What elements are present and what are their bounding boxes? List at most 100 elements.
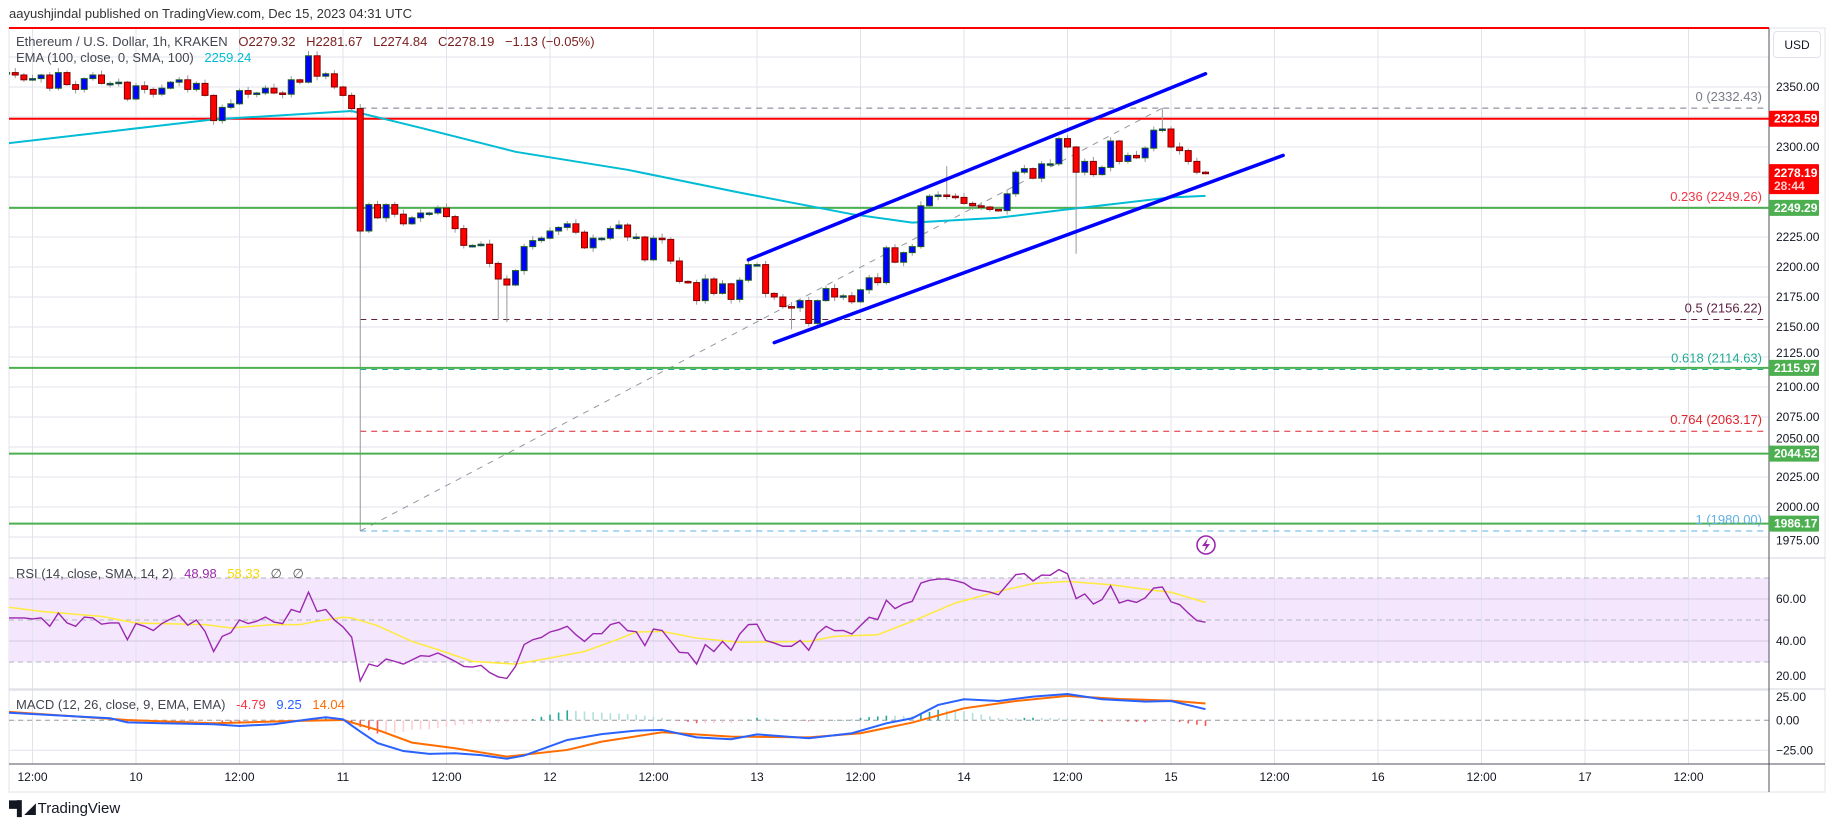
macd-histogram-bar bbox=[497, 720, 500, 723]
candle-up bbox=[80, 78, 88, 90]
candle-up bbox=[218, 106, 226, 122]
fib-level-label: 0.764 (2063.17) bbox=[1670, 412, 1762, 427]
candle-up bbox=[1158, 128, 1166, 131]
macd-histogram-bar bbox=[195, 720, 198, 722]
macd-histogram-bar bbox=[971, 712, 974, 721]
macd-histogram-bar bbox=[980, 714, 983, 721]
macd-histogram-bar bbox=[954, 710, 957, 721]
candle-down bbox=[951, 195, 959, 199]
ema-value: 2259.24 bbox=[204, 50, 252, 65]
candle-up bbox=[1098, 166, 1106, 176]
candle-down bbox=[1184, 150, 1192, 162]
candle-up bbox=[632, 236, 640, 239]
price-tag: 2323.59 bbox=[1774, 112, 1818, 126]
candle-up bbox=[546, 230, 554, 239]
published-caption: aayushjindal published on TradingView.co… bbox=[9, 6, 413, 21]
macd-legend[interactable]: MACD (12, 26, close, 9, EMA, EMA) -4.79 … bbox=[16, 697, 352, 712]
candle-down bbox=[123, 81, 131, 100]
rsi-line bbox=[9, 568, 1206, 684]
candle-down bbox=[63, 72, 71, 86]
macd-histogram-bar bbox=[523, 720, 525, 722]
candle-down bbox=[460, 228, 468, 246]
macd-histogram-bar bbox=[488, 720, 491, 723]
macd-histogram-bar bbox=[928, 711, 931, 721]
candle-up bbox=[477, 243, 485, 247]
candle-up bbox=[305, 55, 312, 83]
channel-upper-line[interactable] bbox=[746, 72, 1208, 262]
price-axis-label: 2150.00 bbox=[1776, 320, 1820, 334]
candle-up bbox=[598, 237, 606, 241]
macd-histogram-bar bbox=[661, 717, 663, 721]
macd-histogram-bar bbox=[540, 716, 543, 721]
ema-legend[interactable]: EMA (100, close, 0, SMA, 100) 2259.24 bbox=[16, 50, 258, 65]
candle-up bbox=[822, 288, 830, 302]
candle-down bbox=[494, 262, 502, 280]
close-value: C2278.19 bbox=[437, 34, 495, 49]
candle-up bbox=[158, 87, 166, 95]
price-axis-label: 2175.00 bbox=[1776, 290, 1820, 304]
rsi-ma-line bbox=[9, 580, 1206, 665]
candle-up bbox=[1012, 171, 1020, 195]
candle-down bbox=[374, 204, 381, 219]
macd-histogram-bar bbox=[1178, 720, 1181, 723]
macd-histogram-bar bbox=[963, 711, 965, 721]
macd-histogram-bar bbox=[1161, 720, 1164, 722]
candle-up bbox=[167, 81, 174, 89]
macd-histogram-bar bbox=[730, 720, 732, 723]
rsi-legend[interactable]: RSI (14, close, SMA, 14, 2) 48.98 58.33 … bbox=[16, 566, 311, 582]
price-axis-label: 1975.00 bbox=[1776, 534, 1820, 548]
open-value: O2279.32 bbox=[238, 34, 296, 49]
candle-down bbox=[995, 208, 1002, 212]
candle-down bbox=[201, 82, 209, 96]
symbol-legend: Ethereum / U.S. Dollar, 1h, KRAKEN O2279… bbox=[16, 34, 602, 49]
price-axis-label: 2200.00 bbox=[1776, 260, 1820, 274]
currency-button[interactable]: USD bbox=[1773, 31, 1821, 58]
candle-up bbox=[106, 82, 114, 86]
macd-histogram-bar bbox=[816, 720, 819, 721]
price-tag: 2044.52 bbox=[1774, 447, 1818, 461]
candle-down bbox=[1072, 146, 1080, 173]
candle-down bbox=[1115, 140, 1123, 162]
macd-histogram-bar bbox=[100, 719, 103, 721]
candle-up bbox=[0, 73, 1, 75]
candle-up bbox=[132, 85, 140, 100]
macd-histogram-bar bbox=[945, 710, 948, 721]
macd-histogram-bar bbox=[920, 713, 922, 721]
macd-histogram-bar bbox=[1144, 720, 1146, 723]
candle-down bbox=[805, 300, 813, 324]
candle-up bbox=[236, 90, 243, 105]
time-axis-label: 10 bbox=[129, 770, 143, 784]
candle-up bbox=[227, 103, 235, 108]
time-axis-label: 12:00 bbox=[1052, 770, 1082, 784]
rsi-extra-1: ∅ bbox=[270, 566, 282, 581]
candle-down bbox=[943, 194, 951, 197]
candle-up bbox=[54, 72, 62, 89]
macd-histogram-bar bbox=[842, 719, 845, 721]
bar-countdown: 28:44 bbox=[1774, 179, 1805, 193]
candle-down bbox=[1029, 168, 1037, 179]
macd-histogram-bar bbox=[652, 716, 655, 721]
candle-down bbox=[727, 283, 735, 300]
candle-up bbox=[650, 237, 657, 261]
candle-down bbox=[1133, 154, 1140, 159]
price-tag-bg bbox=[1769, 445, 1819, 462]
macd-histogram-bar bbox=[1135, 720, 1138, 722]
macd-histogram-bar bbox=[66, 720, 68, 721]
macd-histogram-bar bbox=[1101, 720, 1103, 722]
candle-up bbox=[753, 264, 761, 267]
macd-histogram-bar bbox=[428, 720, 431, 730]
macd-hist-value: -4.79 bbox=[236, 697, 266, 712]
channel-lower-line[interactable] bbox=[772, 153, 1285, 345]
change-value: −1.13 (−0.05%) bbox=[504, 34, 595, 49]
time-axis-label: 12:00 bbox=[17, 770, 47, 784]
candle-down bbox=[210, 94, 218, 122]
macd-histogram-bar bbox=[212, 720, 215, 722]
candle-up bbox=[900, 252, 908, 263]
macd-pane bbox=[9, 693, 1207, 760]
candle-up bbox=[701, 278, 709, 302]
rsi-band bbox=[9, 578, 1769, 662]
macd-histogram-bar bbox=[713, 720, 715, 724]
candle-up bbox=[1150, 129, 1158, 149]
tradingview-brand[interactable]: ▀▌◢ TradingView bbox=[9, 800, 120, 817]
